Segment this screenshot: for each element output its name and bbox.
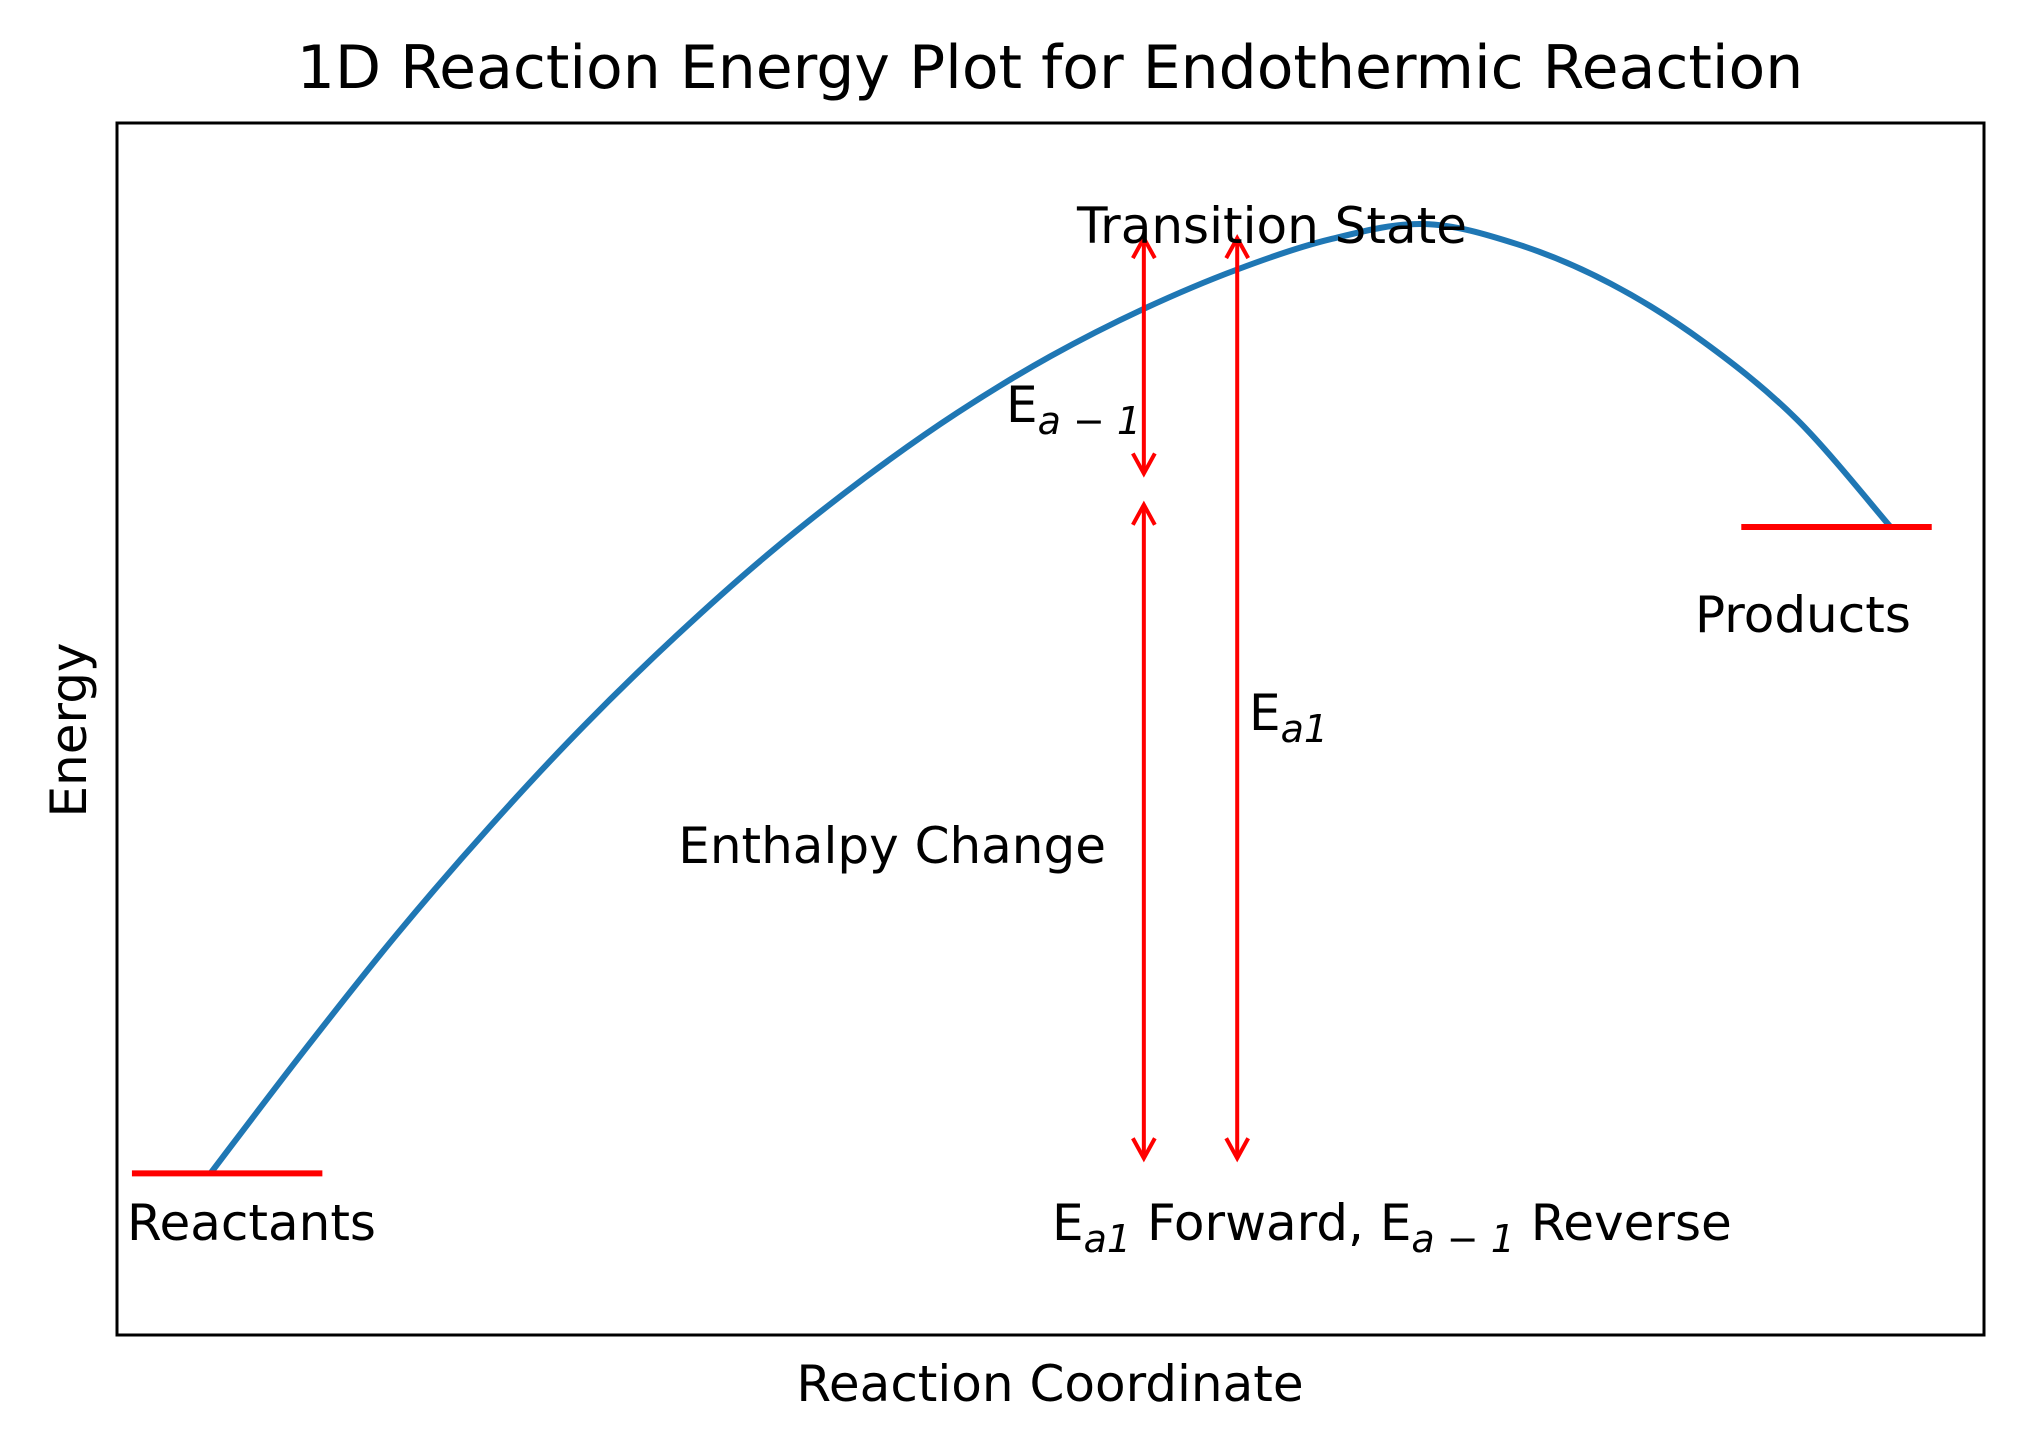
energy-curve bbox=[208, 220, 1893, 1176]
transition-state-label: Transition State bbox=[1076, 197, 1467, 255]
curve-layer bbox=[208, 220, 1893, 1176]
ea-reverse-label: Ea − 1 bbox=[1006, 376, 1141, 443]
products-label: Products bbox=[1695, 586, 1911, 644]
arrow-layer bbox=[1131, 233, 1250, 1163]
enthalpy-change-arrow bbox=[1131, 500, 1157, 1163]
forward-reverse-label: Ea1 Forward, Ea − 1 Reverse bbox=[1052, 1194, 1732, 1261]
chart-title: 1D Reaction Energy Plot for Endothermic … bbox=[297, 33, 1804, 103]
ea-forward-label: Ea1 bbox=[1249, 684, 1328, 751]
enthalpy-change-label: Enthalpy Change bbox=[678, 817, 1106, 875]
level-layer bbox=[131, 524, 1932, 1177]
ea-forward-arrow bbox=[1224, 233, 1250, 1163]
x-axis-label: Reaction Coordinate bbox=[796, 1355, 1303, 1413]
reactants-label: Reactants bbox=[127, 1194, 376, 1252]
ea-reverse-arrow bbox=[1131, 233, 1157, 478]
plot-area-frame bbox=[115, 121, 1986, 1337]
y-axis-label: Energy bbox=[40, 642, 98, 817]
